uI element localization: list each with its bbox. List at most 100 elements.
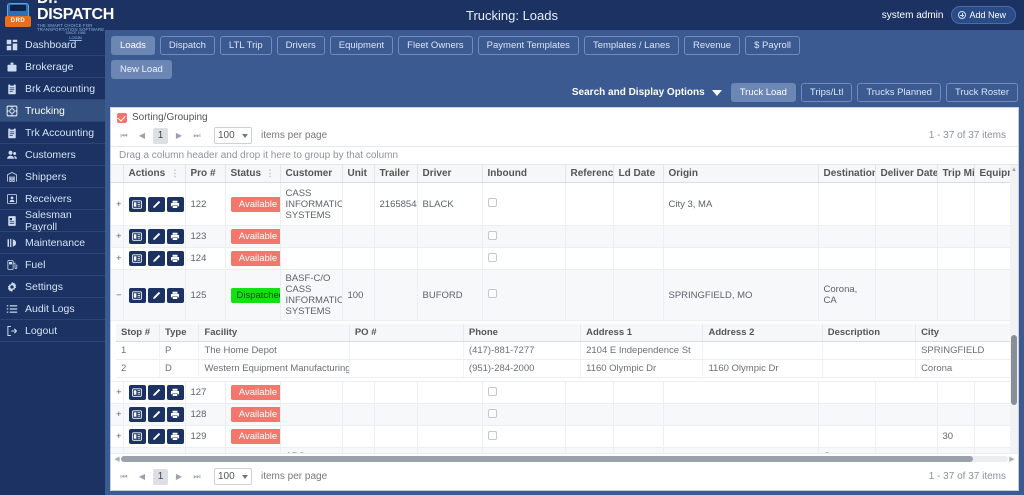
table-row[interactable]: +127 Available — [111, 381, 1018, 404]
stops-column-header-po-[interactable]: PO # — [349, 324, 464, 342]
tab--payroll[interactable]: $ Payroll — [745, 36, 801, 55]
column-menu-icon[interactable]: ⋮ — [170, 168, 180, 178]
view-load-button[interactable] — [128, 385, 146, 400]
column-header-trip-miles[interactable]: Trip Miles — [937, 165, 975, 183]
print-load-button[interactable] — [166, 196, 184, 212]
inbound-checkbox[interactable] — [487, 408, 497, 418]
sidebar-item-salesman-payroll[interactable]: Salesman Payroll — [0, 209, 105, 233]
horizontal-scroll-thumb[interactable] — [121, 456, 973, 462]
column-header-trailer[interactable]: Trailer — [374, 165, 418, 183]
tab-trips-ltl[interactable]: Trips/Ltl — [800, 83, 853, 102]
inbound-checkbox[interactable] — [487, 430, 497, 440]
column-header-pro-[interactable]: Pro # — [185, 165, 226, 183]
row-expander[interactable]: + — [111, 381, 124, 404]
sidebar-item-receivers[interactable]: Receivers — [0, 188, 105, 210]
pager-page-1[interactable]: 1 — [153, 127, 168, 144]
pager-first-icon[interactable]: ⏮ — [120, 130, 128, 140]
add-new-button[interactable]: Add New — [951, 6, 1016, 24]
tab-revenue[interactable]: Revenue — [684, 36, 741, 55]
stops-column-header-phone[interactable]: Phone — [463, 324, 582, 342]
tab-templates-lanes[interactable]: Templates / Lanes — [583, 36, 680, 55]
column-header-reference-[interactable]: Reference... — [565, 165, 614, 183]
view-load-button[interactable] — [128, 407, 146, 422]
sidebar-item-trk-accounting[interactable]: Trk Accounting — [0, 122, 105, 144]
pager-prev-icon[interactable]: ◀ — [138, 131, 146, 140]
view-load-button[interactable] — [128, 287, 146, 303]
vertical-scroll-thumb[interactable] — [1011, 335, 1017, 405]
tab-ltl-trip[interactable]: LTL Trip — [219, 36, 272, 55]
scroll-left-icon[interactable]: ◀ — [114, 456, 120, 463]
edit-load-button[interactable] — [147, 287, 165, 303]
stops-column-header-stop-[interactable]: Stop # — [116, 324, 161, 342]
pager-next-icon[interactable]: ▶ — [175, 131, 183, 140]
tab-truck-roster[interactable]: Truck Roster — [945, 83, 1018, 102]
sidebar-item-maintenance[interactable]: Maintenance — [0, 232, 105, 254]
vertical-scrollbar[interactable]: ▲ — [1010, 165, 1018, 453]
table-row[interactable]: +124 Available — [111, 247, 1018, 270]
row-expander[interactable]: + — [111, 425, 124, 448]
column-header-origin[interactable]: Origin — [663, 165, 819, 183]
row-expander[interactable]: + — [111, 247, 124, 270]
row-expander[interactable]: + — [111, 403, 124, 426]
tab-equipment[interactable]: Equipment — [329, 36, 394, 55]
tab-fleet-owners[interactable]: Fleet Owners — [398, 36, 473, 55]
horizontal-scrollbar[interactable]: ◀ ▶ — [111, 453, 1018, 464]
edit-load-button[interactable] — [147, 229, 165, 244]
print-load-button[interactable] — [166, 229, 184, 244]
inbound-checkbox[interactable] — [487, 289, 497, 298]
stops-column-header-description[interactable]: Description — [822, 324, 917, 342]
column-header-inbound[interactable]: Inbound — [482, 165, 566, 183]
stops-row[interactable]: 2 D Western Equipment Manufacturing (951)-2… — [116, 359, 1018, 378]
stops-column-header-address-1[interactable]: Address 1 — [580, 324, 704, 342]
column-header-customer[interactable]: Customer — [280, 165, 343, 183]
sidebar-item-customers[interactable]: Customers — [0, 144, 105, 166]
checkbox-checked-icon[interactable] — [117, 112, 127, 123]
sidebar-item-brokerage[interactable]: Brokerage — [0, 56, 105, 78]
tab-dispatch[interactable]: Dispatch — [159, 36, 215, 55]
edit-load-button[interactable] — [147, 251, 165, 266]
scroll-up-icon[interactable]: ▲ — [1011, 167, 1017, 173]
scroll-right-icon[interactable]: ▶ — [1009, 456, 1015, 463]
tab-drivers[interactable]: Drivers — [276, 36, 325, 55]
inbound-checkbox[interactable] — [487, 198, 497, 207]
edit-load-button[interactable] — [147, 385, 165, 400]
column-header-status[interactable]: Status ⋮ — [225, 165, 281, 183]
edit-load-button[interactable] — [147, 407, 165, 422]
brand-login-link[interactable]: LOGIN — [69, 34, 82, 40]
items-per-page-select[interactable]: 100 — [214, 127, 252, 144]
sidebar-item-shippers[interactable]: Shippers — [0, 166, 105, 188]
row-expander[interactable]: − — [111, 447, 124, 453]
tab-trucks-planned[interactable]: Trucks Planned — [857, 83, 941, 102]
print-load-button[interactable] — [166, 287, 184, 303]
tab-payment-templates[interactable]: Payment Templates — [477, 36, 579, 55]
print-load-button[interactable] — [166, 407, 184, 422]
pager-prev-icon[interactable]: ◀ — [138, 472, 146, 481]
column-menu-icon[interactable]: ⋮ — [265, 168, 275, 178]
pager-page-1[interactable]: 1 — [153, 468, 168, 485]
pager-last-icon[interactable]: ⏭ — [193, 471, 201, 481]
column-header-destination[interactable]: Destination — [818, 165, 876, 183]
inbound-checkbox[interactable] — [487, 230, 497, 240]
stops-column-header-address-2[interactable]: Address 2 — [702, 324, 823, 342]
edit-load-button[interactable] — [147, 429, 165, 444]
edit-load-button[interactable] — [147, 196, 165, 212]
column-header-equipme[interactable]: Equipme — [974, 165, 1015, 183]
table-row[interactable]: +129 Available 30 — [111, 425, 1018, 448]
view-load-button[interactable] — [128, 229, 146, 244]
sidebar-item-dashboard[interactable]: Dashboard — [0, 34, 105, 56]
tab-new-load[interactable]: New Load — [111, 60, 172, 79]
row-expander[interactable]: + — [111, 225, 124, 248]
sidebar-item-logout[interactable]: Logout — [0, 320, 105, 342]
table-row[interactable]: +123 Available — [111, 225, 1018, 248]
column-header-ld-date[interactable]: Ld Date — [613, 165, 664, 183]
tab-loads[interactable]: Loads — [111, 36, 155, 55]
sidebar-item-trucking[interactable]: Trucking — [0, 100, 105, 122]
view-load-button[interactable] — [128, 196, 146, 212]
search-and-display-options[interactable]: Search and Display Options — [572, 83, 726, 102]
column-header-deliver-date[interactable]: Deliver Date — [875, 165, 938, 183]
column-header-driver[interactable]: Driver — [417, 165, 483, 183]
row-expander[interactable]: − — [111, 269, 124, 321]
stops-column-header-facility[interactable]: Facility — [198, 324, 350, 342]
